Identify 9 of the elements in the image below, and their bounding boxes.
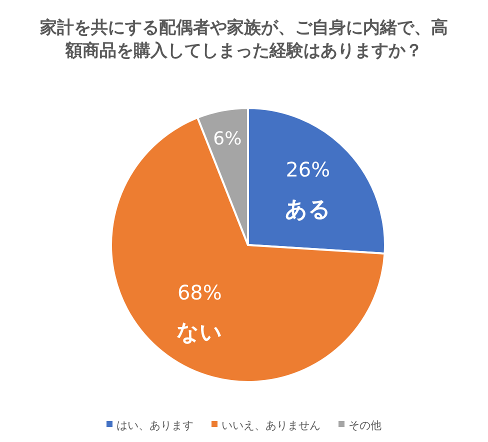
text: ある (284, 198, 331, 223)
chart-title: 家計を共にする配偶者や家族が、ご自身に内緒で、高額商品を購入してしまった経験はありますか？ (39, 18, 448, 61)
data-label: 68% (177, 280, 222, 304)
legend-label: いいえ、ありません (222, 419, 320, 432)
data-label: 6% (213, 128, 242, 150)
legend-label: はい、あります (116, 419, 194, 432)
legend-label: その他 (348, 419, 382, 432)
text: ない (176, 320, 223, 346)
data-label: 26% (286, 158, 330, 182)
